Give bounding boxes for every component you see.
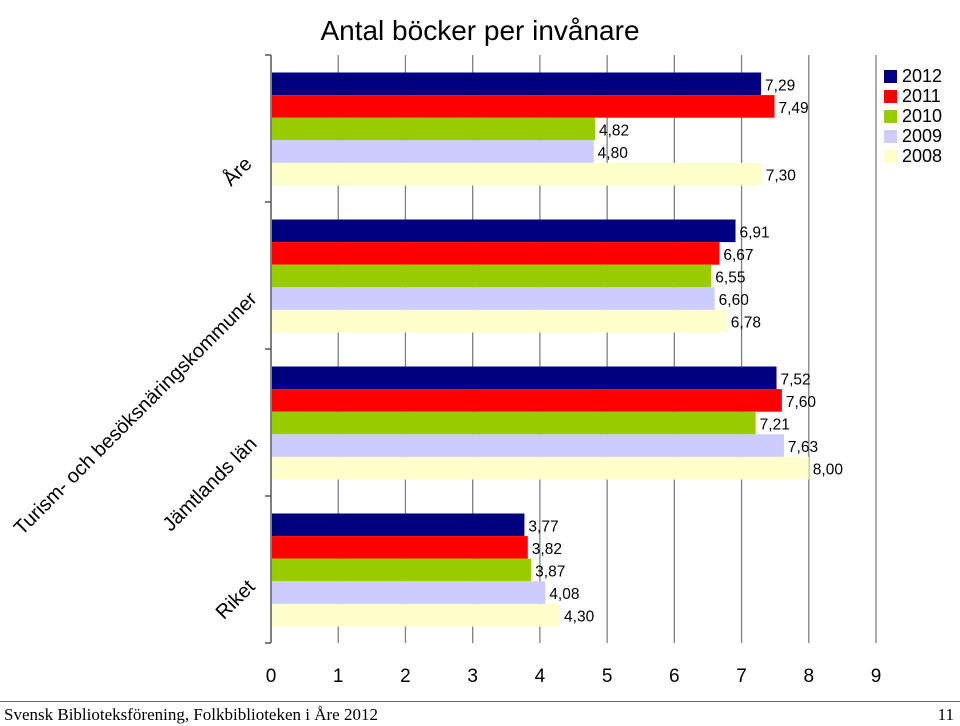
bar (272, 411, 756, 435)
legend-label: 2010 (902, 106, 942, 126)
bar-value-label: 7,52 (781, 371, 811, 388)
bar-value-label: 7,60 (786, 394, 817, 411)
x-tick-label: 8 (803, 666, 814, 687)
bar (272, 287, 715, 310)
x-tick-label: 9 (871, 666, 882, 687)
bar (272, 558, 532, 582)
bar-value-label: 3,82 (532, 541, 562, 558)
bar (272, 434, 784, 457)
legend-swatch (884, 70, 897, 83)
bar (272, 581, 546, 604)
x-tick-label: 3 (467, 666, 478, 687)
axes: 0 1 2 3 4 5 6 7 8 9 (265, 54, 882, 687)
bar (272, 140, 594, 163)
bar-value-label: 7,63 (788, 439, 818, 456)
x-tick-label: 2 (400, 666, 411, 687)
bar-value-label: 4,80 (598, 145, 629, 162)
bar (272, 242, 720, 265)
legend-label: 2009 (902, 126, 942, 146)
bar-value-label: 8,00 (813, 462, 844, 479)
footer: Svensk Biblioteksförening, Folkbibliotek… (0, 701, 960, 726)
x-tick-label: 1 (333, 666, 344, 687)
bar-value-label: 6,55 (715, 270, 745, 287)
bar (272, 603, 561, 627)
bar-value-label: 7,30 (766, 168, 797, 185)
bar-value-label: 6,91 (740, 224, 770, 241)
bar (272, 536, 528, 559)
bar (272, 95, 775, 118)
bar (272, 389, 782, 412)
x-tick-label: 5 (602, 666, 613, 687)
bar (272, 309, 727, 333)
x-tick-label: 4 (535, 666, 546, 687)
bar-value-label: 4,08 (549, 586, 579, 603)
bar-value-label: 4,30 (564, 609, 595, 626)
bar (272, 456, 809, 480)
bar (272, 366, 777, 390)
bar-value-label: 7,21 (760, 417, 790, 434)
legend-label: 2011 (902, 86, 941, 106)
bar-value-label: 7,29 (765, 77, 795, 94)
legend-swatch (884, 110, 897, 123)
bar (272, 264, 712, 288)
bar-value-label: 4,82 (599, 123, 629, 140)
x-tick-label: 0 (266, 666, 277, 687)
bar (272, 219, 736, 243)
bar-value-label: 3,77 (528, 518, 558, 535)
bar-value-label: 6,78 (731, 315, 761, 332)
legend-swatch (884, 130, 897, 143)
bar-value-label: 7,49 (778, 100, 808, 117)
x-tick-label: 6 (669, 666, 680, 687)
bar (272, 117, 596, 141)
chart-title: Antal böcker per invånare (320, 15, 639, 46)
x-tick-label: 7 (736, 666, 747, 687)
data-labels: 7,29 7,49 4,82 4,80 7,30 6,91 6,67 6,55 6,60 6,78… (528, 77, 843, 625)
bar-value-label: 3,87 (535, 564, 565, 581)
chart: Antal böcker per invånare 7,29 7,49 4,82 4,… (9, 15, 943, 687)
legend-label: 2008 (902, 146, 942, 166)
bar-value-label: 6,60 (719, 292, 750, 309)
legend-swatch (884, 90, 897, 103)
bar (272, 72, 762, 96)
bar-value-label: 6,67 (723, 247, 753, 264)
footer-source: Svensk Biblioteksförening, Folkbibliotek… (4, 705, 378, 724)
bar (272, 162, 762, 186)
bar (272, 513, 525, 537)
bars (272, 72, 809, 627)
page-number: 11 (937, 705, 954, 724)
legend-label: 2012 (902, 66, 942, 86)
legend-swatch (884, 150, 897, 163)
